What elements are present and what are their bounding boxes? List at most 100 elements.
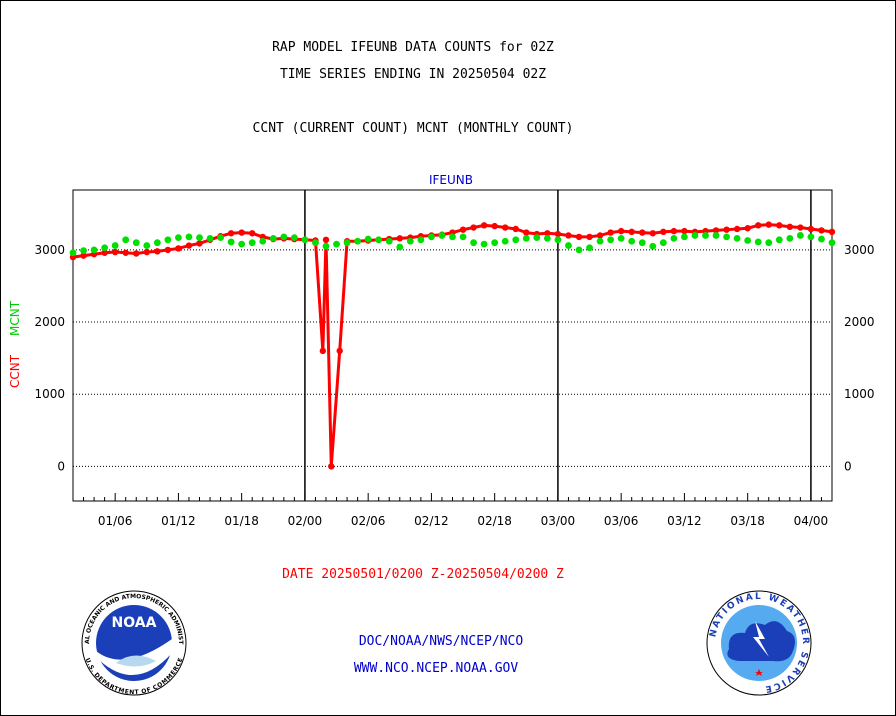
data-point-mcnt (702, 232, 709, 239)
data-point-mcnt (354, 237, 362, 245)
data-point-ccnt (491, 222, 498, 230)
data-point-mcnt (280, 233, 288, 241)
x-tick-label: 03/12 (667, 514, 702, 528)
data-point-ccnt (459, 226, 467, 233)
data-point-mcnt (185, 233, 193, 241)
data-point-mcnt (322, 242, 330, 250)
data-point-mcnt (111, 242, 119, 249)
data-point-mcnt (175, 234, 182, 242)
data-point-mcnt (723, 233, 730, 241)
data-point-mcnt (754, 238, 762, 246)
data-point-mcnt (385, 237, 393, 245)
data-point-mcnt (522, 234, 530, 242)
data-point-mcnt (122, 236, 130, 244)
y-tick-label-right: 2000 (844, 315, 875, 329)
data-point-mcnt (586, 244, 593, 252)
data-point-ccnt (80, 252, 87, 259)
data-point-ccnt (681, 227, 688, 235)
data-point-mcnt (575, 246, 583, 254)
data-point-ccnt (797, 224, 804, 231)
data-point-ccnt (143, 248, 150, 256)
data-point-mcnt (775, 236, 783, 244)
data-point-ccnt (818, 227, 825, 234)
data-point-ccnt (249, 230, 256, 237)
x-tick-label: 01/06 (98, 514, 133, 528)
data-point-ccnt (322, 236, 330, 243)
x-tick-label: 02/00 (288, 514, 323, 528)
data-point-mcnt (259, 237, 267, 245)
data-point-ccnt (586, 233, 593, 241)
data-point-mcnt (512, 236, 520, 244)
data-point-mcnt (691, 232, 699, 239)
data-point-mcnt (491, 239, 499, 247)
data-point-mcnt (312, 239, 319, 247)
data-point-mcnt (269, 234, 277, 242)
data-point-mcnt (818, 235, 825, 243)
data-point-ccnt (470, 224, 477, 231)
series-line-ccnt (72, 223, 833, 467)
data-point-mcnt (143, 242, 151, 249)
data-point-mcnt (638, 239, 646, 247)
data-point-mcnt (459, 233, 467, 241)
data-point-mcnt (343, 239, 351, 247)
data-point-mcnt (417, 236, 425, 244)
data-point-mcnt (543, 234, 551, 242)
data-point-mcnt (238, 240, 246, 248)
x-tick-label: 03/00 (541, 514, 576, 528)
data-point-mcnt (649, 242, 657, 250)
data-point-ccnt (765, 221, 772, 228)
data-point-mcnt (375, 236, 383, 244)
data-point-mcnt (248, 239, 256, 247)
data-point-ccnt (523, 229, 530, 236)
data-point-mcnt (470, 239, 477, 247)
chart-title: IFEUNB (429, 173, 473, 187)
data-point-ccnt (328, 463, 335, 470)
y-tick-label-left: 1000 (34, 387, 65, 401)
data-point-mcnt (333, 240, 340, 248)
data-point-mcnt (501, 237, 509, 245)
data-point-mcnt (364, 235, 372, 243)
data-point-mcnt (786, 234, 794, 242)
data-point-ccnt (396, 235, 403, 242)
data-point-ccnt (185, 242, 193, 249)
data-point-mcnt (396, 243, 404, 251)
data-point-ccnt (512, 225, 519, 233)
nws-logo-icon: NATIONAL WEATHER SERVICE (706, 590, 812, 696)
data-point-mcnt (733, 234, 741, 242)
data-point-ccnt (238, 229, 245, 236)
data-point-mcnt (712, 232, 720, 239)
x-tick-label: 01/18 (224, 514, 259, 528)
data-point-ccnt (175, 245, 182, 252)
data-point-ccnt (744, 225, 751, 232)
data-point-ccnt (639, 229, 646, 236)
data-point-mcnt (80, 247, 87, 255)
data-point-ccnt (154, 248, 161, 255)
y-label-ccnt: CCNT (8, 354, 22, 388)
data-point-mcnt (533, 234, 541, 242)
data-point-mcnt (428, 233, 435, 241)
data-point-ccnt (164, 246, 172, 254)
data-point-ccnt (554, 230, 562, 238)
data-point-mcnt (290, 234, 298, 242)
data-point-mcnt (164, 236, 172, 244)
data-point-mcnt (301, 236, 309, 244)
subtitle: CCNT (CURRENT COUNT) MCNT (MONTHLY COUNT… (253, 121, 574, 136)
data-point-mcnt (607, 236, 615, 244)
website-link[interactable]: WWW.NCO.NCEP.NOAA.GOV (354, 661, 519, 676)
y-tick-label-left: 2000 (34, 315, 65, 329)
data-point-mcnt (796, 232, 804, 239)
data-point-ccnt (828, 228, 836, 236)
data-point-mcnt (765, 239, 773, 247)
y-tick-label-right: 3000 (844, 243, 875, 257)
data-point-ccnt (617, 227, 625, 235)
data-point-ccnt (786, 223, 794, 231)
x-tick-label: 03/18 (730, 514, 765, 528)
data-point-ccnt (712, 227, 720, 234)
data-point-mcnt (596, 237, 604, 245)
x-tick-label: 02/12 (414, 514, 449, 528)
data-point-ccnt (196, 240, 203, 247)
x-tick-label: 02/18 (477, 514, 512, 528)
y-tick-label-left: 0 (57, 459, 65, 473)
data-point-ccnt (723, 226, 730, 233)
title-line-2: TIME SERIES ENDING IN 20250504 02Z (280, 67, 546, 82)
